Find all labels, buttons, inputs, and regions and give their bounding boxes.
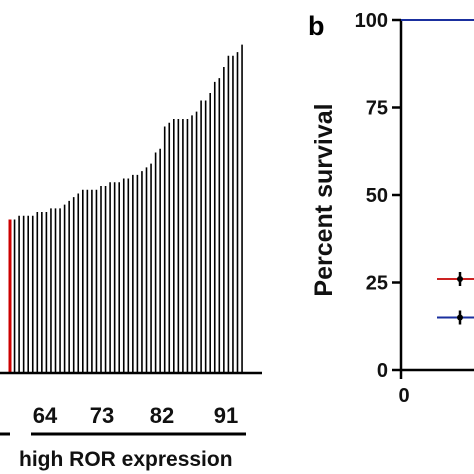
- panel-b-y-tick-label: 100: [355, 10, 388, 32]
- panel-b-y-label: Percent survival: [310, 103, 338, 296]
- panel-b-y-tick-label: 75: [366, 98, 388, 120]
- panel-b-y-tick-label: 50: [366, 185, 388, 207]
- panel-b-x-tick-label: 0: [398, 385, 409, 407]
- panel-b-label: b: [308, 11, 325, 41]
- panel-b-survival-chart: b Percent survival 0 25 50 75 100 0: [308, 10, 474, 407]
- panel-a-x-tick-label: 73: [90, 403, 114, 428]
- panel-a-x-ticks: 64 73 82 91: [33, 403, 238, 428]
- panel-a-x-tick-label: 82: [150, 403, 174, 428]
- panel-a-x-label: high ROR expression: [19, 448, 233, 471]
- panel-b-x-ticks: 0: [398, 370, 410, 407]
- panel-a-x-tick-label: 91: [214, 403, 238, 428]
- panel-a-bar-chart: 64 73 82 91 high ROR expression: [0, 44, 262, 471]
- panel-b-y-ticks: 0 25 50 75 100: [355, 10, 401, 382]
- panel-b-series: [401, 19, 474, 325]
- panel-a-x-tick-label: 64: [33, 403, 58, 428]
- censor-dot: [457, 314, 463, 321]
- panel-b-y-tick-label: 25: [366, 273, 388, 295]
- panel-b-y-tick-label: 0: [377, 360, 388, 382]
- censor-dot: [457, 276, 463, 282]
- panel-a-bars: [8, 44, 243, 372]
